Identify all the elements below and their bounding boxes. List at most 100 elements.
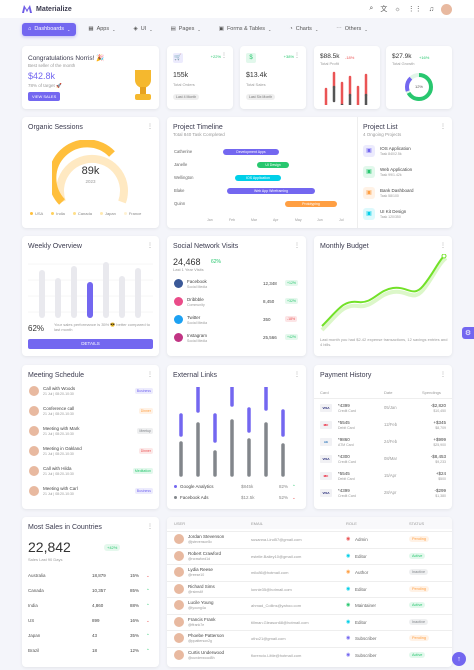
budget-chart [320, 254, 448, 332]
payment-history-card: Payment History ⋮ Card Date Spendings VISA *… [314, 365, 452, 509]
brand[interactable]: Materialize [22, 5, 72, 13]
users-table-card: USER EMAIL ROLE STATUS Jordan Stevenson @jste… [167, 517, 452, 667]
payment-balance: $25,900 [433, 443, 446, 447]
instagram-icon [174, 333, 183, 342]
stat-card: $ +38% ⋮ $13.4k Total Sales Last Six Month [240, 46, 306, 109]
country-pct: 35% [130, 633, 140, 638]
profit-chart [320, 69, 374, 109]
more-icon[interactable]: ⋮ [221, 53, 227, 59]
payment-balance: $8,709 [435, 426, 446, 430]
user-name[interactable]: Francis Frank [188, 616, 216, 622]
project-name[interactable]: UI Kit Design [380, 209, 407, 214]
avatar [174, 649, 184, 660]
payment-header: Spendings [422, 390, 441, 395]
project-list-subtitle: 4 Ongoing Projects [363, 132, 402, 137]
chevron-down-icon: ⌄ [146, 573, 150, 578]
more-icon[interactable]: ⋮ [147, 524, 153, 530]
schedule-title: Meeting Schedule [28, 372, 85, 379]
nav-apps[interactable]: ▦ Apps ⌄ [82, 23, 121, 36]
user-name[interactable]: Robert Crawford [188, 550, 222, 556]
project-name[interactable]: IOS Application [380, 146, 411, 151]
user-handle: @lyoung4a [188, 606, 206, 610]
user-handle: @ppatterson2g [188, 639, 212, 643]
social-type: Community [187, 303, 205, 307]
legend-label: France [128, 211, 142, 216]
project-icon: ▣ [363, 208, 375, 220]
country-pct: 16% [130, 618, 140, 623]
role-icon: ◉ [346, 552, 351, 559]
facebook-icon [174, 279, 183, 288]
payment-amount: -$2,820 [430, 403, 446, 408]
user-name[interactable]: Lucile Young [188, 600, 214, 605]
user-role: Editor [355, 619, 367, 625]
legend-item: Japan [99, 211, 116, 216]
nav-label: UI [140, 26, 147, 32]
user-name[interactable]: Lydia Reese [188, 567, 213, 572]
nav-ui[interactable]: ◈ UI ⌄ [127, 23, 158, 36]
social-subtitle: Last 1 Year Visits [173, 267, 204, 272]
project-name[interactable]: Bank Dashboard [380, 188, 414, 193]
user-name[interactable]: Jordan Stevenson [188, 534, 225, 539]
form-icon: ▣ [218, 26, 224, 32]
nav-dashboards[interactable]: ⌂ Dashboards ⌄ [22, 22, 77, 36]
payment-date: 28/Apr [384, 490, 397, 495]
bell-icon[interactable]: ♫ [428, 5, 434, 13]
congrats-subtitle: Best seller of the month [28, 63, 76, 68]
growth-donut [403, 71, 435, 105]
theme-icon[interactable]: ☼ [394, 5, 401, 13]
gear-icon[interactable]: ⚙ [462, 327, 474, 339]
meeting-time: 21 Jul | 08:20-10:30 [43, 472, 74, 476]
more-icon[interactable]: ⋮ [440, 372, 446, 378]
user-handle: @reese10 [188, 573, 205, 577]
status-badge: Active [409, 602, 426, 608]
chevron-up-icon: ⌃ [146, 648, 150, 653]
scroll-top-button[interactable]: ↑ [452, 652, 466, 666]
nav-others[interactable]: ⋯ Others ⌄ [330, 23, 373, 36]
more-icon[interactable]: ⋮ [147, 243, 153, 249]
timeline-bar: Prototyping [285, 201, 337, 207]
user-name[interactable]: Phoebe Patterson [188, 633, 225, 638]
meeting-schedule-card: Meeting Schedule ⋮ Call with Woods 21 Jul… [22, 365, 159, 509]
meeting-title: Meeting with Carl [43, 486, 78, 491]
avatar [29, 446, 39, 456]
card-number: *4399 [338, 403, 350, 408]
nav-label: Apps [96, 26, 110, 32]
card-number: *4399 [338, 488, 350, 493]
more-icon[interactable]: ⋮ [147, 372, 153, 378]
social-name: Facebook [187, 279, 207, 284]
more-icon[interactable]: ⋮ [147, 124, 153, 130]
view-sales-button[interactable]: VIEW SALES [28, 92, 61, 101]
details-button[interactable]: DETAILS [28, 339, 153, 349]
more-icon[interactable]: ⋮ [294, 53, 300, 59]
user-name[interactable]: Curtis Underwood [188, 649, 225, 655]
timeline-month: Jun [317, 218, 323, 222]
timeline-month: Mar [251, 218, 258, 222]
more-icon[interactable]: ⋮ [440, 243, 446, 249]
translate-icon[interactable]: 文 [380, 6, 388, 13]
chevron-down-icon: ⌄ [314, 26, 319, 32]
project-name[interactable]: Web Application [380, 167, 413, 172]
user-name[interactable]: Richard Sims [188, 583, 215, 589]
social-change: +12% [285, 280, 299, 286]
avatar [29, 426, 39, 436]
more-icon[interactable]: ⋮ [440, 124, 446, 130]
more-icon[interactable]: ⋮ [294, 243, 300, 249]
twitter-icon [174, 315, 183, 324]
nav-charts[interactable]: ◔ Charts ⌄ [283, 23, 324, 36]
avatar[interactable] [441, 3, 452, 15]
more-icon[interactable]: ⋮ [294, 372, 300, 378]
user-handle: @jstevenson5c [188, 540, 212, 544]
payment-balance: $10,450 [433, 409, 446, 413]
meeting-time: 21 Jul | 08:20-10:30 [43, 432, 74, 436]
stat-change: -18% [345, 55, 355, 60]
search-icon[interactable]: ⌕ [369, 5, 374, 12]
payment-date: 24/Feb [384, 439, 398, 444]
nav-pages[interactable]: ▤ Pages ⌄ [165, 23, 207, 36]
grid-icon[interactable]: ⋮⋮ [407, 6, 422, 13]
divider [167, 613, 452, 615]
nav-forms-tables[interactable]: ▣ Forms & Tables ⌄ [213, 23, 278, 36]
payment-amount: +$24 [435, 471, 446, 476]
logo [22, 5, 32, 13]
timeline-person: Catherine [174, 149, 193, 154]
weekly-title: Weekly Overview [28, 243, 82, 250]
